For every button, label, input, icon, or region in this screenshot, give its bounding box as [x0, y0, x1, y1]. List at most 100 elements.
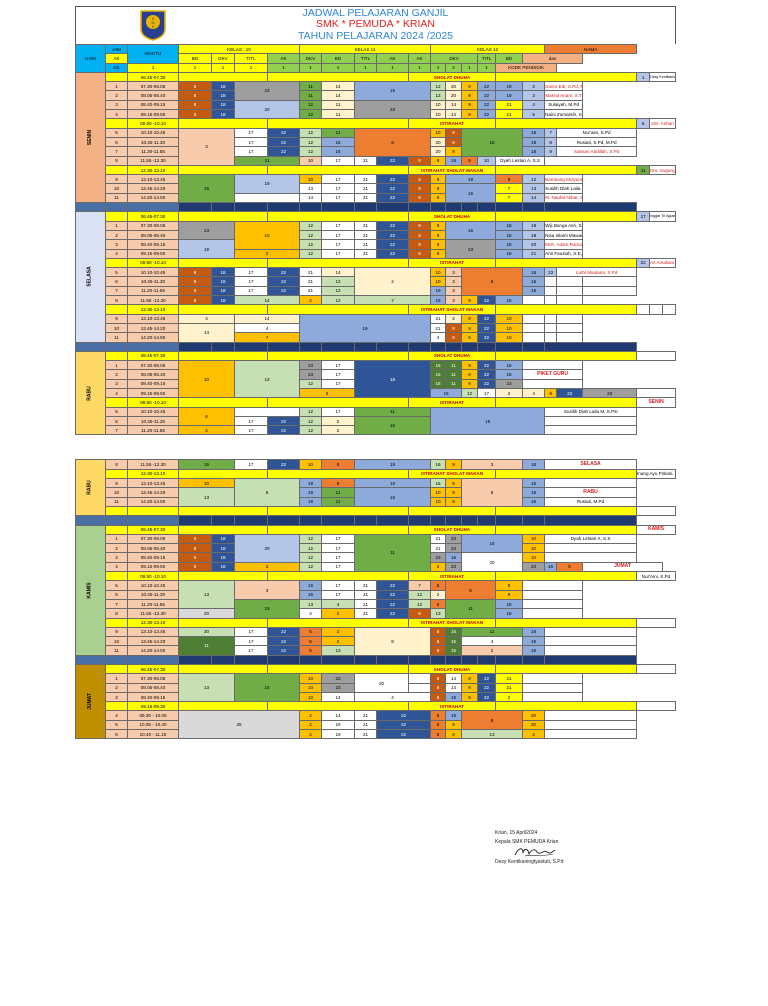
period-time: 08.40-09.15	[127, 239, 179, 250]
period-number: 1	[105, 673, 128, 684]
class-cell: 8	[430, 645, 447, 656]
class-cell: 10	[430, 267, 447, 278]
class-cell: 18	[522, 626, 546, 638]
class-cell: 8	[178, 276, 212, 287]
class-cell	[267, 663, 409, 675]
schedule-row: 7 11.20-11.55 8 18 17 22 21 12 19 3 16	[76, 285, 676, 297]
period-number: 8	[105, 294, 128, 306]
class-cell: 14	[445, 682, 463, 693]
class-cell: 9	[461, 322, 479, 334]
period-time: 07.30-08.05	[127, 533, 179, 545]
class-cell	[267, 617, 409, 628]
period-time: 10.45-11.20	[127, 136, 179, 148]
class-cell: 22	[477, 691, 497, 703]
period-time: 13.10-13.45	[127, 313, 179, 324]
class-cell: 21	[354, 580, 377, 591]
teacher-empty-cell	[662, 304, 676, 315]
class-cell: 17	[234, 127, 268, 138]
class-cell: 18	[211, 285, 235, 297]
separator-cell	[354, 515, 377, 526]
class-cell: 8	[445, 322, 463, 334]
period-time: 10.40 - 11.15	[127, 729, 179, 740]
class-cell: 10	[430, 99, 447, 111]
class-cell: 22	[477, 99, 497, 111]
class-cell: 22	[267, 127, 300, 138]
class-cell: 22	[376, 598, 409, 610]
period-time: 08.05-08.40	[127, 543, 179, 554]
class-cell: 8	[178, 267, 212, 278]
class-cell: 5	[299, 645, 322, 656]
class-cell: 2	[353, 267, 432, 297]
class-cell: 22	[376, 183, 409, 194]
break-label: ISTIRAHAT SHOLAT MAKAN	[407, 617, 497, 628]
class-cell: 20	[234, 99, 300, 120]
schedule-sheet: S M K JADWAL PELAJARAN GANJIL SMK * PEMU…	[75, 6, 676, 740]
class-cell: 10	[430, 127, 447, 138]
class-cell: 8	[445, 127, 463, 138]
period-number: 11	[105, 332, 128, 343]
column-header-cell: 1	[234, 62, 268, 73]
class-cell: 9	[445, 487, 463, 498]
class-cell: 20	[178, 626, 235, 638]
class-cell: 21	[354, 220, 377, 231]
period-number: 5	[105, 719, 128, 731]
class-cell: 20	[461, 552, 524, 573]
class-cell: 14	[321, 267, 355, 278]
class-cell: 16	[430, 478, 447, 489]
class-cell: 4	[353, 691, 432, 703]
class-cell: 23	[445, 543, 463, 554]
class-cell: 8	[407, 220, 432, 231]
separator-cell	[544, 341, 638, 352]
period-time: 11.20-11.55	[127, 285, 179, 297]
schedule-row: 5 10.10-10.45 13 3 16 17 21 22 7 5 6 9	[76, 580, 676, 610]
class-cell: 8	[178, 90, 212, 101]
class-cell: 4	[234, 322, 300, 334]
class-cell	[267, 164, 409, 176]
column-header-cell: 1	[376, 62, 409, 73]
class-cell: 18	[522, 636, 546, 647]
class-cell: 18	[522, 496, 546, 507]
period-time: 13.45-14.20	[127, 487, 179, 498]
class-cell: 18	[211, 99, 235, 111]
day-name: JUMAT	[86, 693, 93, 711]
class-cell: 23	[299, 360, 322, 371]
separator-cell	[178, 515, 212, 526]
class-cell: 17	[234, 415, 268, 427]
teacher-empty-cell	[544, 626, 638, 638]
class-cell: 2	[178, 425, 235, 436]
period-time: 13.45-14.20	[127, 183, 179, 194]
column-header-row: KE 1 1 1 1 1 1 1 1 1 1 1 2 1 1 KODE PENDIDIK	[76, 62, 676, 73]
separator-cell	[75, 515, 106, 526]
schedule-row: 8 11.55 -12.30 11 10 17 21 22 8 9 19 5 10 Dyah Lesta…	[76, 155, 676, 166]
schedule-row: 12.30-13.10 ISTIRAHAT SHOLAT MAKAN	[76, 304, 676, 315]
period-time: 09.15-09.50	[127, 387, 179, 399]
class-cell: 2	[430, 561, 447, 573]
class-cell	[178, 211, 268, 222]
class-cell: 10	[495, 332, 524, 343]
day-label: SENIN	[75, 71, 106, 204]
schedule-row: 1 07.30-08.05 10 13 23 17 18 15 11 9 22 16	[76, 360, 676, 399]
class-cell: 5	[430, 580, 447, 591]
class-cell: 13	[321, 645, 355, 656]
teacher-empty-cell	[544, 313, 558, 324]
title-line-2: SMK * PEMUDA * KRIAN	[315, 18, 436, 30]
class-cell: 17	[234, 146, 268, 157]
class-cell	[495, 304, 638, 315]
schedule-row: 3 08.40-09.15 12 17 15 11 9 22 23	[76, 378, 676, 390]
class-cell	[267, 350, 409, 362]
column-header-row: HARI JAM WAKTU KELAS : 10 KELAS 11 KELAS 12 NA…	[75, 43, 676, 73]
period-time: 08.05-08.40	[127, 682, 179, 693]
period-time	[127, 505, 179, 517]
period-time: 06.45-07.30	[127, 524, 179, 535]
class-cell	[495, 701, 638, 712]
class-cell: 22	[267, 425, 300, 436]
class-cell: 17	[234, 285, 268, 297]
teacher-empty-cell	[522, 673, 584, 684]
class-cell: 22	[477, 109, 497, 120]
class-cell: 12	[430, 90, 447, 101]
class-cell: 16	[299, 589, 322, 600]
class-cell: 22	[477, 81, 497, 92]
class-cell: 17	[321, 378, 355, 390]
class-cell: 5	[430, 719, 447, 731]
class-cell: 3	[445, 267, 463, 278]
